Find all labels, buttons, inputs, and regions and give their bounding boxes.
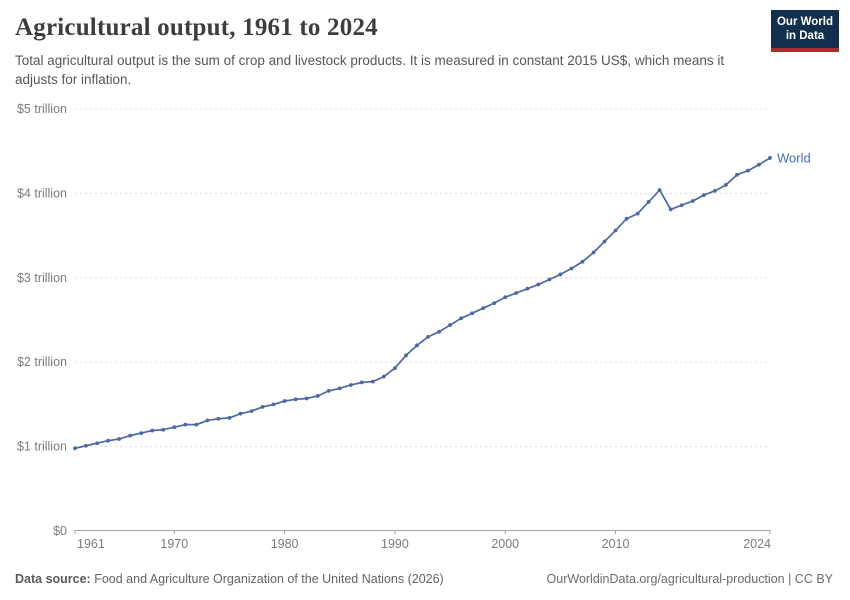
data-point [426, 334, 430, 339]
data-point [260, 405, 265, 409]
page-title: Agricultural output, 1961 to 2024 [15, 14, 378, 41]
data-point [679, 203, 684, 208]
data-point [139, 431, 144, 435]
data-point [646, 199, 651, 204]
series-line [74, 157, 771, 450]
data-point [117, 437, 122, 441]
data-point [161, 427, 166, 432]
attribution-link[interactable]: OurWorldinData.org/agricultural-producti… [546, 572, 833, 586]
chart-subtitle: Total agricultural output is the sum of … [15, 53, 725, 87]
y-tick-label: $2 trillion [17, 355, 67, 369]
data-point [404, 353, 408, 358]
data-point [282, 399, 287, 403]
data-point [503, 295, 508, 300]
data-point [536, 282, 541, 287]
data-point [746, 168, 750, 173]
data-point [723, 183, 728, 187]
data-point [635, 211, 640, 216]
data-point [525, 286, 530, 291]
data-point [415, 343, 419, 348]
data-point [624, 216, 629, 221]
data-point [128, 433, 133, 438]
data-point [106, 438, 110, 443]
data-point [448, 323, 452, 327]
x-tick-label: 1961 [77, 537, 105, 551]
owid-logo[interactable]: Our World in Data [771, 10, 839, 52]
data-point [690, 199, 695, 203]
data-point [172, 425, 177, 430]
data-point [370, 379, 375, 384]
x-tick-label: 1990 [381, 537, 409, 551]
y-tick-label: $1 trillion [17, 440, 67, 454]
data-point [150, 428, 155, 433]
data-point [337, 386, 342, 391]
data-point [580, 259, 585, 264]
data-point [591, 250, 596, 255]
series-end-label[interactable]: World [777, 150, 811, 165]
data-point [216, 416, 221, 421]
data-point [657, 188, 662, 192]
data-point [757, 162, 761, 167]
data-point [326, 388, 331, 393]
data-point [701, 193, 706, 197]
x-tick-label: 2000 [491, 537, 519, 551]
data-point [293, 397, 298, 402]
data-point [569, 266, 574, 271]
data-point [712, 188, 717, 193]
y-tick-label: $5 trillion [17, 102, 67, 116]
x-tick-label: 1980 [271, 537, 299, 551]
owid-logo-line2: in Data [785, 30, 825, 43]
data-point [393, 366, 397, 371]
data-point [668, 207, 673, 212]
owid-logo-line1: Our World [776, 16, 833, 28]
data-point [304, 396, 309, 401]
data-point [205, 418, 210, 423]
y-tick-label: $4 trillion [17, 186, 67, 200]
data-point [238, 411, 243, 416]
data-point [459, 316, 464, 321]
data-point [735, 172, 739, 177]
data-point [183, 422, 188, 427]
data-point [547, 277, 552, 282]
data-point [227, 416, 232, 420]
data-point [271, 402, 276, 407]
data-point [470, 311, 475, 316]
x-tick-label: 2010 [602, 537, 630, 551]
data-point [613, 228, 618, 233]
data-point [315, 394, 320, 398]
data-point [194, 422, 199, 427]
x-tick-label: 1970 [160, 537, 188, 551]
data-source-text: Food and Agriculture Organization of the… [90, 572, 444, 586]
data-point [437, 329, 441, 334]
data-point [73, 446, 77, 451]
data-point [492, 301, 497, 306]
data-point [768, 156, 772, 160]
data-point [359, 380, 364, 385]
y-tick-label: $0 [53, 524, 67, 538]
data-point [95, 441, 99, 446]
data-point [558, 272, 563, 277]
y-tick-label: $3 trillion [17, 271, 67, 285]
data-source-note: Data source: Food and Agriculture Organi… [15, 572, 444, 586]
data-point [84, 443, 88, 448]
data-point [602, 239, 607, 244]
data-source-label: Data source: [15, 572, 91, 586]
data-point [249, 409, 254, 414]
data-point [348, 383, 353, 387]
data-point [514, 291, 519, 295]
data-point [481, 306, 486, 311]
data-point [381, 374, 386, 379]
x-tick-label: 2024 [743, 537, 771, 551]
